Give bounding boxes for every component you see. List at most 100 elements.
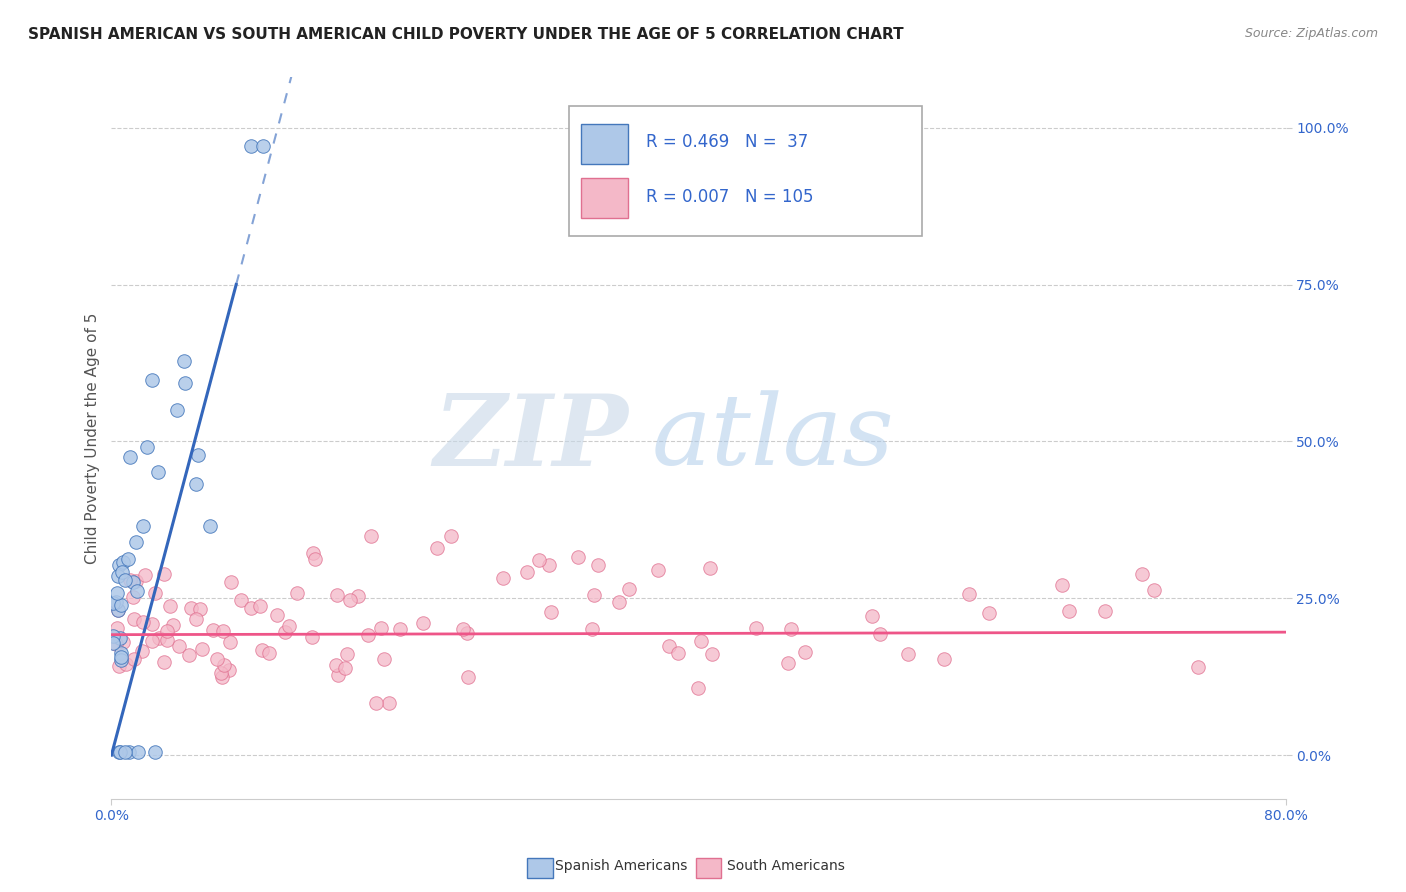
Point bbox=[105, 621, 128, 635]
Point bbox=[146, 465, 169, 479]
Point bbox=[145, 745, 167, 759]
Point bbox=[378, 696, 401, 710]
Point bbox=[583, 588, 606, 602]
Point bbox=[152, 567, 174, 582]
Point bbox=[120, 574, 142, 588]
Point bbox=[108, 658, 131, 673]
Point bbox=[114, 745, 136, 759]
Point bbox=[373, 652, 395, 666]
Point bbox=[456, 626, 478, 640]
Point bbox=[304, 552, 326, 566]
Point bbox=[451, 622, 474, 636]
Point bbox=[211, 670, 233, 684]
Point bbox=[212, 624, 235, 638]
Y-axis label: Child Poverty Under the Age of 5: Child Poverty Under the Age of 5 bbox=[86, 312, 100, 564]
Point bbox=[136, 441, 159, 455]
Point bbox=[103, 636, 125, 650]
Point bbox=[110, 598, 132, 612]
Text: atlas: atlas bbox=[651, 391, 894, 486]
Text: ZIP: ZIP bbox=[433, 390, 628, 486]
Point bbox=[191, 642, 214, 657]
Point bbox=[104, 595, 127, 609]
Point bbox=[325, 658, 347, 673]
Point bbox=[110, 745, 132, 759]
Point bbox=[426, 541, 449, 556]
Text: R = 0.007   N = 105: R = 0.007 N = 105 bbox=[645, 187, 813, 205]
Point bbox=[159, 599, 181, 614]
Point bbox=[107, 568, 129, 582]
Point bbox=[793, 645, 815, 659]
Point bbox=[148, 632, 170, 646]
Point bbox=[184, 611, 207, 625]
Point bbox=[540, 605, 562, 619]
Point bbox=[219, 575, 242, 590]
Point bbox=[166, 402, 188, 417]
Point bbox=[516, 565, 538, 579]
Text: Source: ZipAtlas.com: Source: ZipAtlas.com bbox=[1244, 27, 1378, 40]
Point bbox=[1094, 604, 1116, 618]
Point bbox=[239, 139, 262, 153]
Point bbox=[132, 519, 155, 533]
Point bbox=[134, 567, 156, 582]
Point bbox=[162, 617, 184, 632]
Point bbox=[132, 615, 155, 629]
Point bbox=[250, 643, 273, 657]
Text: R = 0.469   N =  37: R = 0.469 N = 37 bbox=[645, 134, 808, 152]
Point bbox=[776, 656, 799, 670]
Point bbox=[111, 565, 134, 579]
Point bbox=[219, 635, 242, 649]
Point bbox=[869, 627, 891, 641]
Point bbox=[125, 534, 148, 549]
Point bbox=[156, 632, 179, 647]
Point bbox=[141, 634, 163, 648]
Point bbox=[110, 649, 132, 664]
Point bbox=[141, 373, 163, 387]
Point bbox=[388, 622, 411, 636]
Point bbox=[932, 652, 955, 666]
Point bbox=[190, 602, 212, 616]
Point bbox=[107, 745, 129, 759]
Text: Spanish Americans: Spanish Americans bbox=[555, 859, 688, 873]
Point bbox=[117, 551, 139, 566]
Point bbox=[107, 603, 129, 617]
Point bbox=[125, 584, 148, 599]
Point bbox=[1130, 567, 1153, 582]
Point bbox=[141, 617, 163, 632]
Point bbox=[370, 621, 392, 635]
Point bbox=[699, 561, 721, 575]
Point bbox=[240, 600, 263, 615]
Text: South Americans: South Americans bbox=[727, 859, 845, 873]
Point bbox=[180, 600, 202, 615]
Point bbox=[690, 634, 713, 648]
Point bbox=[896, 647, 918, 661]
Point bbox=[107, 558, 129, 573]
Point bbox=[110, 653, 132, 667]
Point bbox=[658, 639, 681, 653]
Point bbox=[360, 529, 382, 543]
Point bbox=[567, 550, 589, 565]
Point bbox=[218, 663, 240, 677]
Point bbox=[285, 585, 308, 599]
Point bbox=[688, 681, 710, 696]
Point bbox=[209, 666, 232, 681]
Point bbox=[105, 637, 128, 651]
Point bbox=[325, 588, 347, 602]
Point bbox=[1057, 604, 1080, 618]
Point bbox=[302, 546, 325, 560]
Point bbox=[607, 595, 630, 609]
Point bbox=[214, 657, 236, 672]
Point bbox=[112, 555, 135, 569]
Point bbox=[125, 574, 148, 588]
Point bbox=[860, 609, 883, 624]
Point bbox=[457, 670, 479, 684]
Point bbox=[122, 612, 145, 626]
Point bbox=[977, 607, 1000, 621]
Point bbox=[581, 622, 603, 636]
FancyBboxPatch shape bbox=[581, 178, 628, 219]
Point bbox=[252, 139, 274, 153]
Point bbox=[249, 599, 271, 614]
Point bbox=[357, 628, 380, 642]
Point bbox=[200, 518, 222, 533]
Point bbox=[339, 593, 361, 607]
Point bbox=[114, 573, 136, 587]
